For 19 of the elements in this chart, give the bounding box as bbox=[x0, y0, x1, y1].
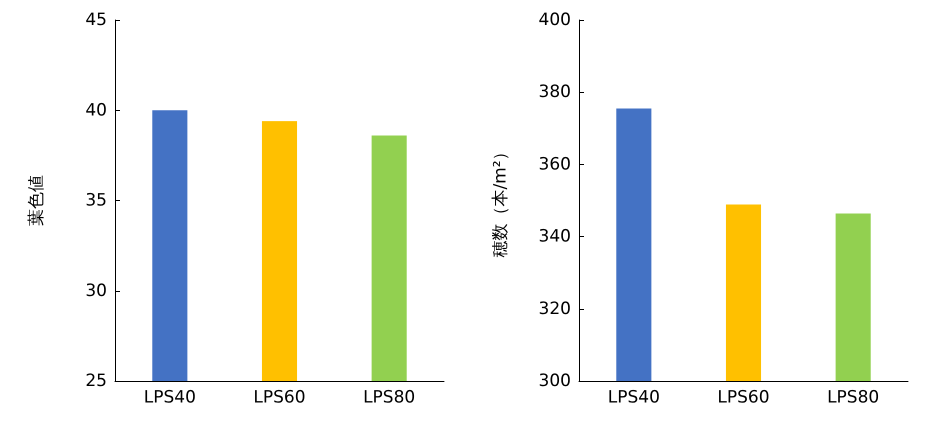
y-tick-label: 25 bbox=[85, 371, 107, 391]
x-tick-label: LPS80 bbox=[827, 388, 880, 408]
y-tick-label: 30 bbox=[85, 280, 107, 301]
y-tick-label: 400 bbox=[538, 10, 571, 30]
y-tick-label: 35 bbox=[85, 190, 107, 210]
y-tick-label: 320 bbox=[538, 298, 571, 319]
y-tick-label: 300 bbox=[538, 371, 571, 391]
y-tick-label: 45 bbox=[85, 10, 107, 30]
y-tick-label: 360 bbox=[538, 154, 571, 174]
y-axis-title: 葉色値 bbox=[26, 175, 46, 226]
y-axis-title: 穂数（本/m²） bbox=[490, 143, 510, 258]
x-tick-label: LPS80 bbox=[363, 388, 416, 408]
x-tick-label: LPS40 bbox=[144, 388, 196, 408]
x-tick-label: LPS60 bbox=[253, 388, 306, 408]
x-tick-label: LPS60 bbox=[717, 388, 770, 408]
x-tick-label: LPS40 bbox=[608, 388, 660, 408]
y-tick-label: 380 bbox=[538, 82, 571, 102]
y-tick-label: 40 bbox=[85, 100, 107, 120]
y-tick-label: 340 bbox=[538, 226, 571, 247]
